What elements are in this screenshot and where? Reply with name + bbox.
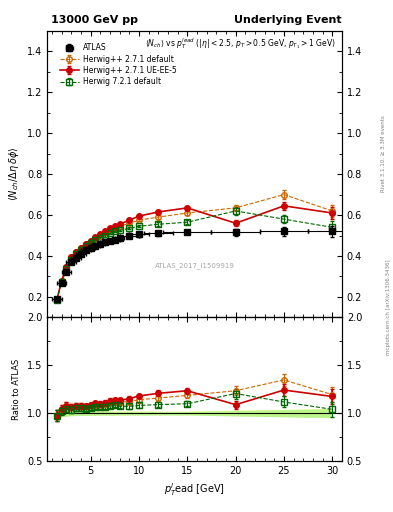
- Y-axis label: Ratio to ATLAS: Ratio to ATLAS: [12, 358, 21, 420]
- Text: ATLAS_2017_I1509919: ATLAS_2017_I1509919: [154, 263, 235, 269]
- Legend: ATLAS, Herwig++ 2.7.1 default, Herwig++ 2.7.1 UE-EE-5, Herwig 7.2.1 default: ATLAS, Herwig++ 2.7.1 default, Herwig++ …: [57, 40, 180, 89]
- Text: $\langle N_{ch}\rangle$ vs $p_T^{lead}$ ($|\eta| < 2.5$, $p_T > 0.5$ GeV, $p_{T_: $\langle N_{ch}\rangle$ vs $p_T^{lead}$ …: [145, 36, 336, 51]
- X-axis label: $p_T^l$ead [GeV]: $p_T^l$ead [GeV]: [164, 481, 225, 498]
- Text: Underlying Event: Underlying Event: [234, 15, 342, 25]
- Text: Rivet 3.1.10, ≥ 3.3M events: Rivet 3.1.10, ≥ 3.3M events: [381, 115, 386, 192]
- Y-axis label: $\langle N_{ch} / \Delta\eta\,\delta\phi \rangle$: $\langle N_{ch} / \Delta\eta\,\delta\phi…: [7, 147, 21, 201]
- Text: mcplots.cern.ch [arXiv:1306.3436]: mcplots.cern.ch [arXiv:1306.3436]: [386, 260, 391, 355]
- Text: 13000 GeV pp: 13000 GeV pp: [51, 15, 138, 25]
